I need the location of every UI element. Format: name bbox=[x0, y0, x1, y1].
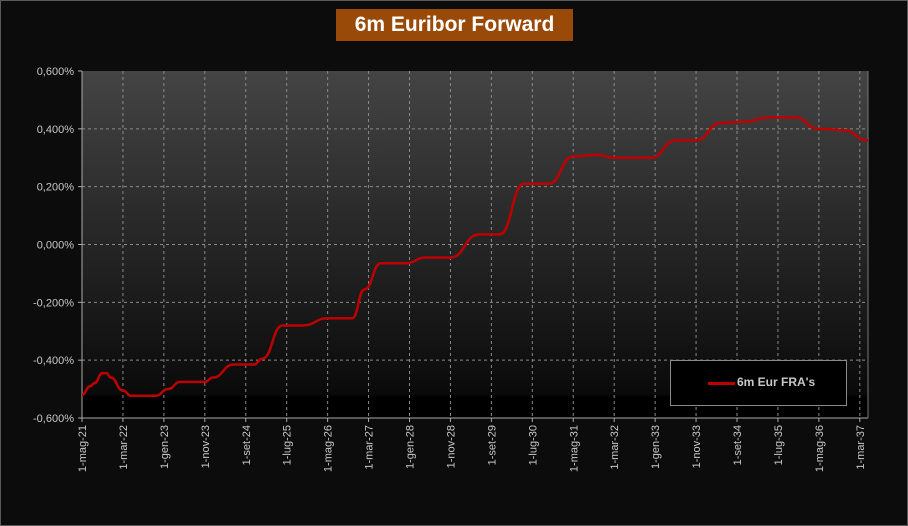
x-tick-label: 1-mag-36 bbox=[814, 425, 826, 472]
x-tick-label: 1-mar-27 bbox=[364, 425, 376, 470]
x-tick-label: 1-mar-22 bbox=[118, 425, 130, 470]
x-tick-label: 1-nov-28 bbox=[445, 425, 457, 468]
y-tick-label: -0,400% bbox=[33, 355, 74, 367]
x-tick-label: 1-gen-28 bbox=[405, 425, 417, 469]
legend-swatch bbox=[708, 382, 735, 385]
x-tick-label: 1-mar-37 bbox=[855, 425, 867, 470]
y-tick-label: -0,200% bbox=[33, 297, 74, 309]
legend-label: 6m Eur FRA's bbox=[737, 375, 816, 389]
y-tick-label: 0,000% bbox=[37, 240, 75, 252]
x-tick-label: 1-nov-33 bbox=[691, 425, 703, 468]
x-tick-label: 1-set-29 bbox=[486, 425, 498, 465]
x-tick-label: 1-lug-25 bbox=[282, 425, 294, 465]
x-tick-label: 1-mag-21 bbox=[77, 425, 89, 472]
x-tick-label: 1-mag-31 bbox=[568, 425, 580, 472]
x-tick-label: 1-mar-32 bbox=[609, 425, 621, 470]
y-tick-label: 0,200% bbox=[37, 182, 75, 194]
x-tick-label: 1-set-24 bbox=[241, 425, 253, 465]
x-tick-label: 1-nov-23 bbox=[200, 425, 212, 468]
legend: 6m Eur FRA's bbox=[670, 360, 847, 406]
chart-title: 6m Euribor Forward bbox=[336, 9, 573, 41]
x-tick-label: 1-mag-26 bbox=[323, 425, 335, 472]
x-tick-label: 1-gen-33 bbox=[650, 425, 662, 469]
x-tick-label: 1-lug-30 bbox=[527, 425, 539, 465]
series-line bbox=[81, 116, 869, 397]
x-tick-label: 1-gen-23 bbox=[159, 425, 171, 469]
y-tick-label: 0,600% bbox=[37, 66, 75, 78]
x-tick-label: 1-set-34 bbox=[732, 425, 744, 465]
x-tick-label: 1-lug-35 bbox=[773, 425, 785, 465]
y-tick-label: 0,400% bbox=[37, 124, 75, 136]
y-tick-label: -0,600% bbox=[33, 413, 74, 425]
